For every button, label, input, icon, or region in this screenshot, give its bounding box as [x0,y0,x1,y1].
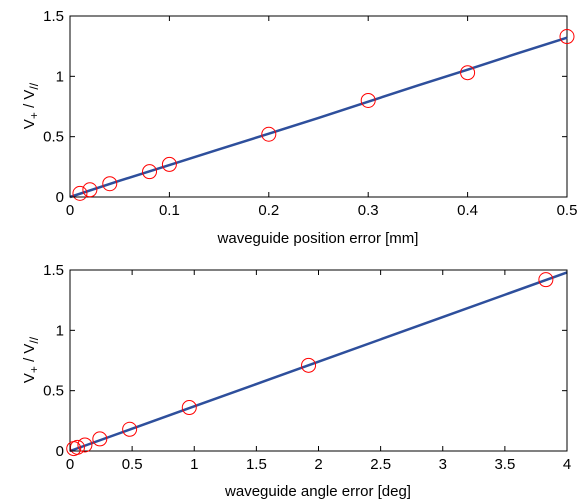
y-label-v2: V [21,90,38,100]
position-error-plot: 0 0.1 0.2 0.3 0.4 0.5 0 0.5 1 1.5 waveguide posi… [21,8,577,247]
x-tick-label: 3.5 [494,456,515,473]
y-label-sep: / [21,354,38,367]
fit-line [69,271,568,453]
series-layer [69,29,575,201]
y-label-sub-par: // [27,82,41,89]
data-point [161,156,177,172]
data-point [301,357,317,373]
x-tick-label: 4 [563,456,571,473]
data-point [538,272,554,288]
x-axis-label: waveguide angle error [deg] [224,483,411,500]
series-layer [66,271,568,457]
y-tick-label: 1 [56,68,64,85]
data-point [261,126,277,142]
y-axis-label: V+ / V// [21,336,41,383]
x-tick-label: 0.5 [122,456,143,473]
x-axis-ticks: 0 0.5 1 1.5 2 2.5 3 3.5 4 [66,270,571,473]
data-point [122,421,138,437]
y-tick-label: 1 [56,322,64,339]
fit-line [69,36,568,199]
y-axis-ticks: 0 0.5 1 1.5 [43,262,567,460]
y-tick-label: 1.5 [43,262,64,279]
x-axis-label: waveguide position error [mm] [217,230,419,247]
x-axis-ticks: 0 0.1 0.2 0.3 0.4 0.5 [66,16,578,219]
y-tick-label: 0 [56,443,64,460]
x-tick-label: 0.3 [358,202,379,219]
y-tick-label: 0 [56,189,64,206]
y-label-v: V [21,373,38,383]
data-point [559,29,575,45]
y-label-v: V [21,119,38,129]
y-tick-label: 1.5 [43,8,64,25]
x-tick-label: 1 [190,456,198,473]
y-tick-label: 0.5 [43,129,64,146]
x-tick-label: 2.5 [370,456,391,473]
data-point [102,176,118,192]
x-tick-label: 0.4 [457,202,478,219]
data-point [92,431,108,447]
x-tick-label: 0 [66,202,74,219]
data-point [77,437,93,453]
x-tick-label: 1.5 [246,456,267,473]
y-axis-ticks: 0 0.5 1 1.5 [43,8,567,206]
x-tick-label: 2 [314,456,322,473]
x-tick-label: 0.5 [557,202,578,219]
data-point [142,164,158,180]
y-tick-label: 0.5 [43,383,64,400]
y-label-sub-plus: + [27,112,41,119]
y-label-sub-par: // [27,336,41,343]
data-point [181,400,197,416]
data-point [460,65,476,81]
x-tick-label: 0 [66,456,74,473]
y-label-v2: V [21,344,38,354]
x-tick-label: 3 [439,456,447,473]
x-tick-label: 0.2 [258,202,279,219]
data-point [72,185,88,201]
data-point [82,182,98,198]
plot-frame [69,15,568,198]
angle-error-plot: 0 0.5 1 1.5 2 2.5 3 3.5 4 0 0.5 1 1.5 waveguide ang… [21,262,571,500]
y-label-sub-plus: + [27,366,41,373]
data-point [360,92,376,108]
y-axis-label: V+ / V// [21,82,41,129]
x-tick-label: 0.1 [159,202,180,219]
y-label-sep: / [21,100,38,113]
